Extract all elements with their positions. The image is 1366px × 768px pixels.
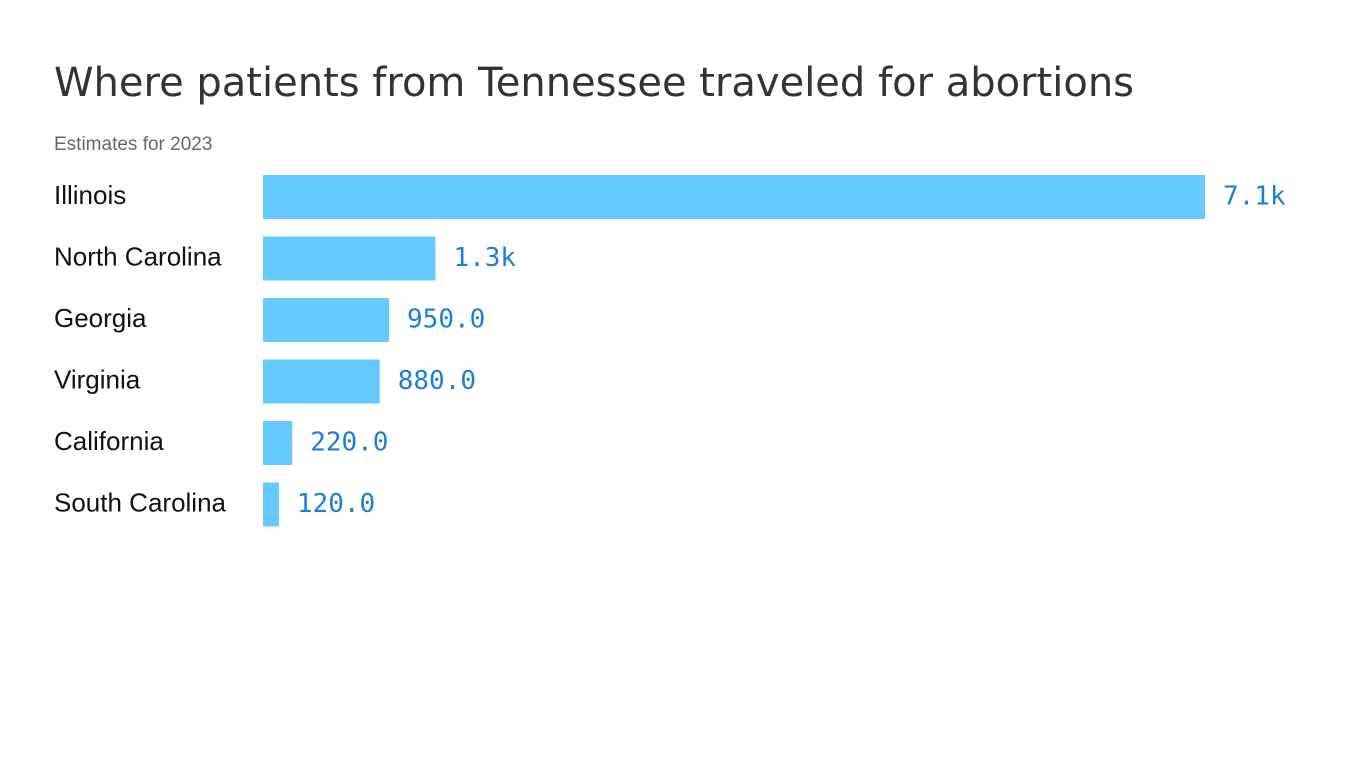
chart-subtitle: Estimates for 2023 xyxy=(54,134,212,155)
category-label: Illinois xyxy=(54,180,126,210)
category-label: Georgia xyxy=(54,303,147,333)
category-label: South Carolina xyxy=(54,487,227,517)
category-label: California xyxy=(54,426,164,456)
bar xyxy=(263,236,436,281)
bar xyxy=(263,421,293,465)
chart-title: Where patients from Tennessee traveled f… xyxy=(54,60,1134,106)
value-label: 950.0 xyxy=(407,305,485,335)
category-label: North Carolina xyxy=(54,241,222,271)
bar xyxy=(263,482,279,527)
value-label: 7.1k xyxy=(1223,182,1286,212)
bar xyxy=(263,298,390,342)
value-label: 880.0 xyxy=(398,366,476,396)
bar xyxy=(263,359,380,404)
bar xyxy=(263,175,1205,219)
category-label: Virginia xyxy=(54,364,141,394)
value-label: 120.0 xyxy=(297,489,375,519)
value-label: 1.3k xyxy=(453,243,516,273)
value-label: 220.0 xyxy=(310,428,388,458)
